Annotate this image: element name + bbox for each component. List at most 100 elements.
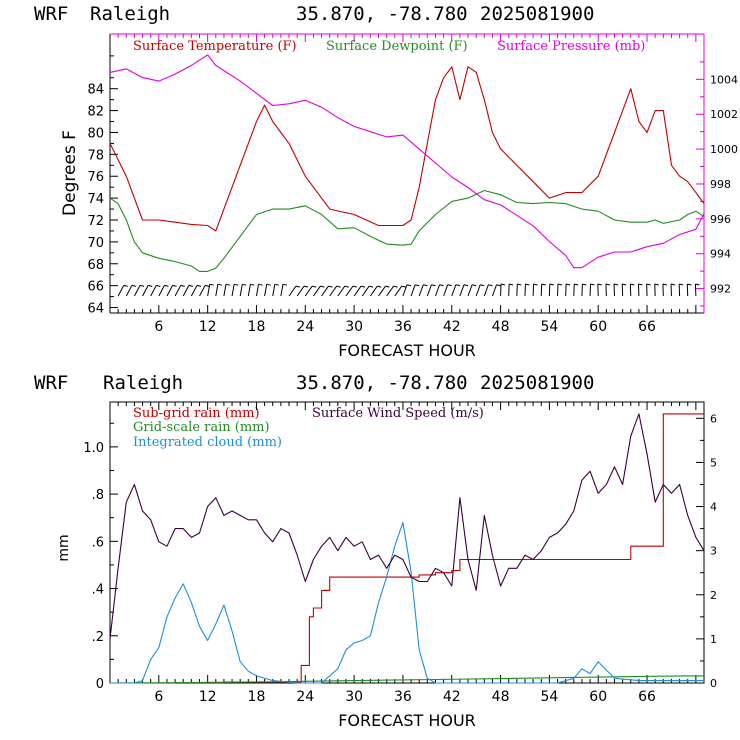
wind-barb-flag	[447, 284, 452, 287]
wind-barb-flag	[613, 283, 619, 286]
wind-barb	[459, 284, 465, 297]
y2-tick-label: 4	[710, 501, 717, 514]
wind-barb-flag	[670, 283, 676, 286]
wind-barb	[483, 284, 489, 297]
y2-tick-label: 1004	[710, 73, 738, 86]
wind-barb-flag	[630, 283, 635, 286]
wind-barb	[410, 284, 416, 297]
wind-barb-flag	[565, 283, 571, 286]
wind-barb-flag	[549, 283, 554, 286]
wind-barb-flag	[480, 284, 485, 287]
legend-pressure: Surface Pressure (mb)	[497, 39, 645, 54]
wind-barb	[288, 285, 297, 297]
series-line-grid-scale-rain-mm	[109, 675, 704, 684]
y2-tick-label: 1	[710, 633, 717, 646]
wind-barb	[296, 285, 305, 297]
wind-barb-flag	[605, 283, 611, 286]
legend-integrated-cloud: Integrated cloud (mm)	[133, 435, 282, 450]
wind-barb	[345, 285, 354, 297]
y2-tick-label: 1000	[710, 143, 738, 156]
y-tick-label: 70	[87, 236, 104, 251]
wind-barb	[247, 284, 251, 297]
wind-barb-flag	[488, 284, 493, 287]
y2-tick-label: 3	[710, 545, 717, 558]
wind-barb-flag	[541, 283, 546, 286]
wind-barb	[443, 284, 449, 297]
legend-gridscale-rain: Grid-scale rain (mm)	[133, 420, 270, 435]
y2-tick-label: 6	[710, 412, 717, 425]
wind-barb	[133, 285, 141, 297]
wind-barb	[190, 285, 198, 297]
wind-barb-flag	[574, 283, 579, 286]
wind-barb	[280, 284, 284, 297]
wind-barb	[491, 284, 498, 297]
x-tick-label: 60	[589, 319, 607, 335]
wind-barb	[150, 285, 157, 297]
wind-barb-flag	[360, 285, 366, 288]
panel1-frame	[109, 33, 705, 314]
panel2-x-axis-label: FORECAST HOUR	[338, 711, 476, 730]
wind-barb-flag	[156, 284, 161, 287]
wind-barb-flag	[525, 283, 530, 286]
wind-barb	[467, 284, 473, 297]
y2-tick-label: 994	[710, 248, 731, 261]
wind-barb-flag	[662, 283, 668, 286]
panel2-y-axis-label: mm	[56, 534, 72, 561]
y-tick-label: 78	[87, 148, 104, 163]
wind-barb	[451, 284, 457, 297]
wind-barb-flag	[234, 283, 239, 286]
series-line-surface-temperature-f	[109, 66, 705, 232]
y2-tick-label: 998	[710, 178, 731, 191]
wind-barbs	[117, 283, 700, 297]
wind-barb-flag	[282, 283, 288, 286]
legend-subgrid-rain: Sub-grid rain (mm)	[133, 406, 260, 421]
wind-barb-flag	[597, 283, 602, 286]
wind-barb	[475, 284, 481, 297]
x-tick-label: 18	[248, 319, 266, 335]
wind-barb-flag	[496, 284, 501, 287]
wind-barb	[361, 285, 370, 297]
wind-barb-flag	[172, 284, 177, 287]
wind-barb-flag	[196, 284, 202, 287]
wind-barb-flag	[557, 283, 563, 286]
wind-barb-flag	[352, 285, 357, 288]
y-tick-label: 0	[96, 677, 104, 692]
y-tick-label: 80	[87, 126, 104, 141]
wind-barb	[142, 285, 149, 297]
wind-barb-flag	[242, 283, 247, 286]
series-line-surface-dewpoint-f	[109, 189, 705, 272]
wind-barb-flag	[123, 284, 128, 287]
x-tick-label: 42	[443, 319, 461, 335]
wind-barb-flag	[638, 283, 643, 286]
panel1-x-axis-label: FORECAST HOUR	[338, 341, 476, 360]
wind-barb-flag	[533, 283, 538, 286]
y2-tick-label: 1002	[710, 108, 738, 121]
x-tick-label: 6	[154, 689, 163, 705]
wind-barb-flag	[250, 283, 255, 286]
wind-barb	[313, 285, 321, 297]
x-tick-label: 30	[345, 319, 363, 335]
wind-barb	[264, 284, 268, 297]
wind-barb-flag	[139, 284, 145, 287]
y-tick-label: 1.0	[83, 441, 104, 456]
wind-barb-flag	[258, 283, 263, 286]
panel2-coords: 35.870, -78.780	[296, 372, 468, 394]
wind-barb-flag	[385, 285, 390, 288]
wind-barb	[182, 285, 190, 297]
wind-barb-flag	[415, 284, 420, 287]
wind-barb-flag	[312, 285, 317, 288]
panel2-run: 2025081900	[480, 372, 594, 394]
x-tick-label: 12	[199, 319, 217, 335]
wind-barb	[223, 284, 227, 297]
wind-barb-flag	[377, 285, 382, 288]
wind-barb	[199, 285, 206, 297]
wind-barb-flag	[500, 283, 506, 286]
wind-barb-flag	[654, 283, 659, 286]
series-line-integrated-cloud-mm	[110, 521, 704, 684]
wind-barb	[304, 285, 313, 297]
y-tick-label: 76	[87, 170, 104, 185]
panel1-station: Raleigh	[90, 3, 170, 25]
y2-tick-label: 0	[710, 677, 717, 690]
panel1-model: WRF	[34, 3, 68, 25]
